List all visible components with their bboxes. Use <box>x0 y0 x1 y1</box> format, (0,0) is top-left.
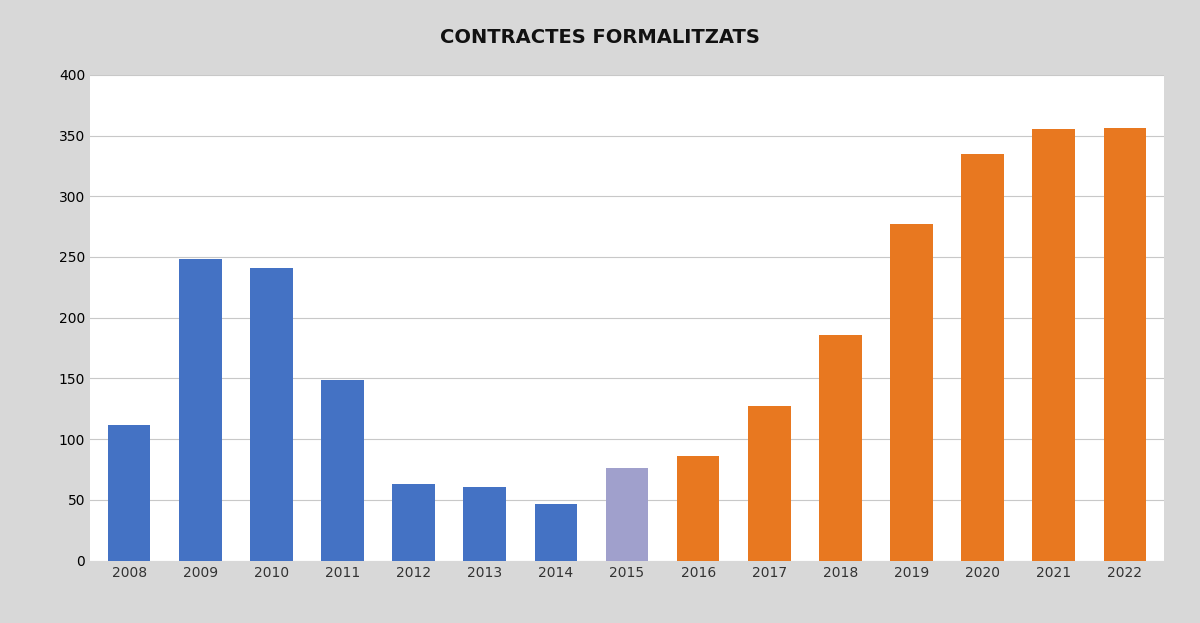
Bar <box>677 456 720 561</box>
Bar <box>1032 130 1075 561</box>
Text: CONTRACTES FORMALITZATS: CONTRACTES FORMALITZATS <box>440 28 760 47</box>
Bar <box>250 268 293 561</box>
Bar <box>463 487 506 561</box>
Bar <box>108 425 150 561</box>
Bar <box>820 335 862 561</box>
Bar <box>961 154 1004 561</box>
Bar <box>392 484 434 561</box>
Bar <box>322 379 364 561</box>
Bar <box>179 259 222 561</box>
Bar <box>890 224 932 561</box>
Bar <box>534 503 577 561</box>
Bar <box>606 468 648 561</box>
Bar <box>748 406 791 561</box>
Bar <box>1104 128 1146 561</box>
